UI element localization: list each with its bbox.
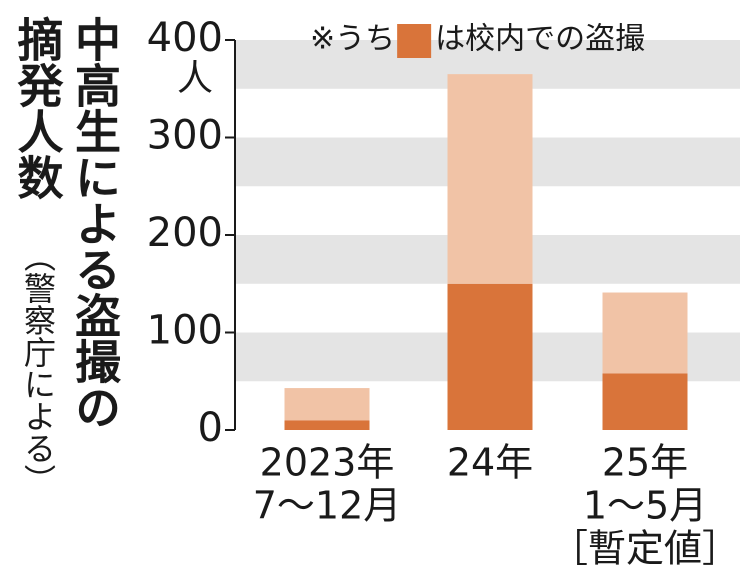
y-tick-label: 0	[198, 405, 223, 451]
y-tick-label: 200	[147, 210, 223, 256]
bar-segment	[447, 74, 533, 284]
x-tick-label: 24年	[447, 441, 533, 485]
y-unit: 人	[177, 58, 213, 99]
bar-segment	[284, 420, 370, 430]
bar-segment	[284, 388, 370, 421]
y-tick-label: 400	[147, 15, 223, 61]
legend-label: は校内での盗撮	[435, 22, 645, 57]
x-tick-label: 25年	[602, 441, 688, 485]
x-tick-label: ［暫定値］	[550, 527, 740, 571]
x-tick-label: 7〜12月	[253, 484, 402, 528]
x-tick-label: 1〜5月	[583, 484, 707, 528]
y-tick-label: 300	[147, 113, 223, 159]
x-tick-label: 2023年	[260, 441, 395, 485]
legend-swatch	[397, 24, 432, 58]
chart-subtitle: （警察庁による）	[19, 240, 57, 496]
y-tick-label: 100	[147, 308, 223, 354]
bar-segment	[602, 373, 688, 430]
bar-segment	[602, 292, 688, 374]
legend-prefix: ※うち	[310, 22, 395, 57]
chart-title: 中高生による盗撮の摘発人数	[10, 16, 123, 430]
bar-segment	[447, 283, 533, 430]
